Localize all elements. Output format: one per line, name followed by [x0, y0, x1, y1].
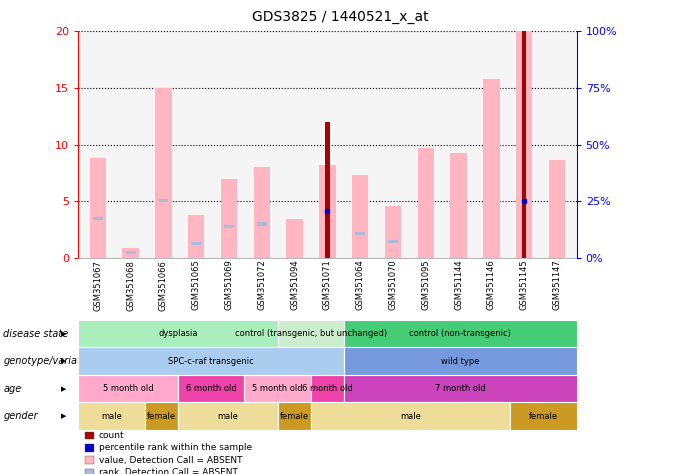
Bar — [90, 158, 106, 258]
Bar — [188, 215, 205, 258]
Bar — [221, 179, 237, 258]
Bar — [122, 248, 139, 258]
Bar — [483, 79, 500, 258]
Text: count: count — [99, 431, 124, 440]
Bar — [286, 219, 303, 258]
Text: value, Detection Call = ABSENT: value, Detection Call = ABSENT — [99, 456, 242, 465]
Text: 5 month old: 5 month old — [103, 384, 154, 393]
Text: ▶: ▶ — [61, 386, 66, 392]
Bar — [158, 199, 169, 202]
Text: ▶: ▶ — [61, 413, 66, 419]
Text: male: male — [218, 412, 238, 420]
Text: 7 month old: 7 month old — [435, 384, 486, 393]
Text: SPC-c-raf transgenic: SPC-c-raf transgenic — [168, 357, 254, 365]
Bar — [319, 165, 336, 258]
Bar — [352, 175, 369, 258]
Text: 6 month old: 6 month old — [302, 384, 353, 393]
Text: dysplasia: dysplasia — [158, 329, 198, 338]
Bar — [450, 153, 466, 258]
Text: 6 month old: 6 month old — [186, 384, 237, 393]
Text: rank, Detection Call = ABSENT: rank, Detection Call = ABSENT — [99, 468, 237, 474]
Bar — [325, 122, 330, 258]
Bar — [522, 31, 526, 258]
Bar — [385, 206, 401, 258]
Text: wild type: wild type — [441, 357, 479, 365]
Bar — [224, 225, 234, 228]
Bar — [93, 217, 103, 220]
Bar — [418, 148, 434, 258]
Text: gender: gender — [3, 411, 38, 421]
Text: 5 month old: 5 month old — [252, 384, 303, 393]
Text: male: male — [400, 412, 421, 420]
Text: control (non-transgenic): control (non-transgenic) — [409, 329, 511, 338]
Text: percentile rank within the sample: percentile rank within the sample — [99, 444, 252, 452]
Text: female: female — [279, 412, 309, 420]
Bar — [126, 251, 135, 255]
Text: genotype/variation: genotype/variation — [3, 356, 96, 366]
Text: age: age — [3, 383, 22, 394]
Text: male: male — [101, 412, 122, 420]
Bar — [257, 222, 267, 226]
Text: ▶: ▶ — [61, 358, 66, 364]
Bar — [388, 239, 398, 243]
Bar — [516, 31, 532, 258]
Text: control (transgenic, but unchanged): control (transgenic, but unchanged) — [235, 329, 387, 338]
Bar — [254, 167, 270, 258]
Text: female: female — [147, 412, 176, 420]
Text: GDS3825 / 1440521_x_at: GDS3825 / 1440521_x_at — [252, 10, 428, 25]
Text: female: female — [529, 412, 558, 420]
Bar — [191, 242, 201, 245]
Bar — [549, 161, 565, 258]
Text: disease state: disease state — [3, 328, 69, 339]
Text: ▶: ▶ — [61, 331, 66, 337]
Bar — [355, 232, 365, 235]
Bar — [155, 88, 171, 258]
